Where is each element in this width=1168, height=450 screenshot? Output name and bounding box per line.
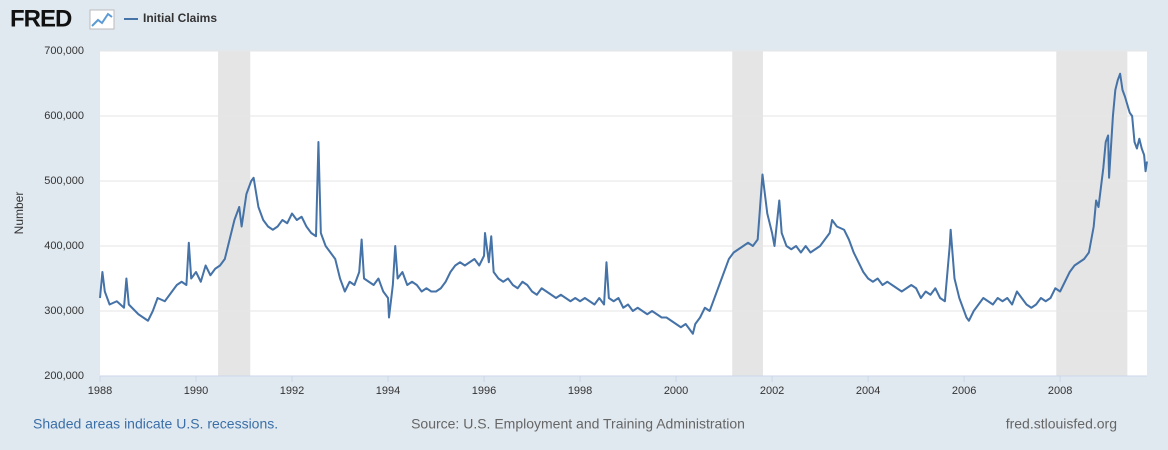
series-line — [99, 72, 1148, 335]
y-tick-label: 700,000 — [44, 45, 84, 57]
x-tick-label: 2004 — [856, 385, 880, 397]
y-tick-label: 200,000 — [44, 370, 84, 382]
x-tick-label: 2008 — [1048, 385, 1072, 397]
legend-label: Initial Claims — [143, 11, 217, 25]
plot-area — [100, 51, 1147, 376]
recession-shade — [1056, 51, 1128, 376]
x-tick-label: 1998 — [568, 385, 592, 397]
y-tick-label: 500,000 — [44, 175, 84, 187]
logo-icon — [89, 9, 115, 30]
y-tick-label: 400,000 — [44, 240, 84, 252]
x-tick-label: 1990 — [184, 385, 208, 397]
recession-shade — [732, 51, 763, 376]
x-tick-label: 1996 — [472, 385, 496, 397]
y-tick-label: 300,000 — [44, 305, 84, 317]
logo: FRED — [10, 5, 72, 32]
y-tick-label: 600,000 — [44, 110, 84, 122]
x-tick-label: 2000 — [664, 385, 688, 397]
footer-source: Source: U.S. Employment and Training Adm… — [411, 416, 745, 432]
footer-site[interactable]: fred.stlouisfed.org — [1006, 416, 1117, 432]
x-tick-label: 2002 — [760, 385, 784, 397]
recession-shade — [218, 51, 251, 376]
footer-note[interactable]: Shaded areas indicate U.S. recessions. — [33, 416, 278, 432]
x-tick-label: 1994 — [376, 385, 400, 397]
y-axis-label: Number — [12, 192, 26, 235]
x-tick-label: 2006 — [952, 385, 976, 397]
x-tick-label: 1988 — [88, 385, 112, 397]
x-tick-label: 1992 — [280, 385, 304, 397]
